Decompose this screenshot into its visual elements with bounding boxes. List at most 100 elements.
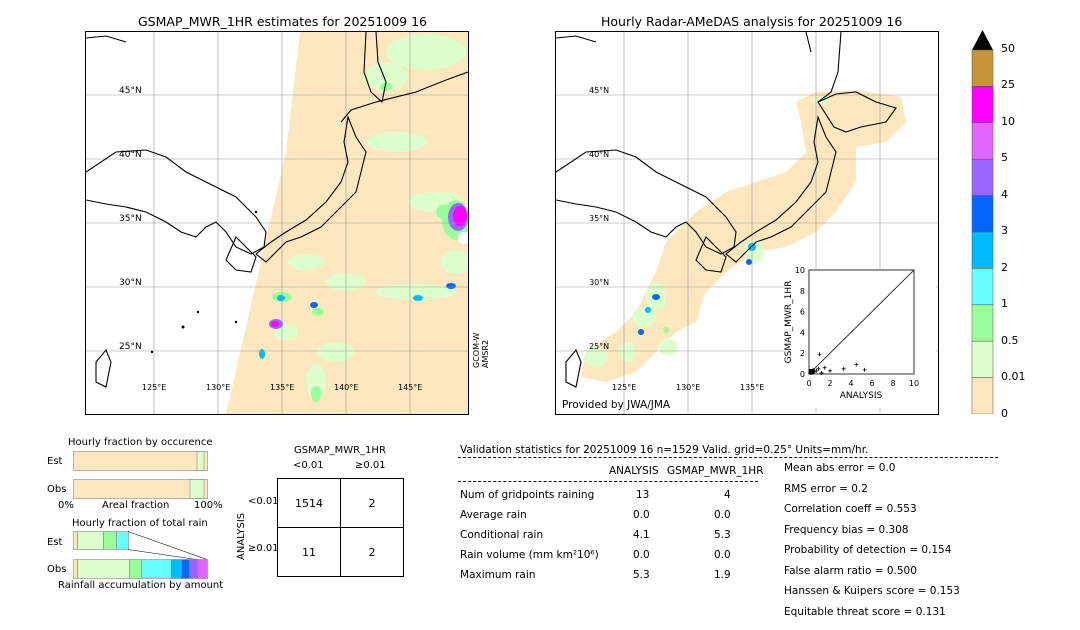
fraction-total-title: Hourly fraction of total rain — [72, 518, 208, 529]
stat-row: Maximum rain 5.3 1.9 — [460, 569, 731, 581]
scatter-point — [841, 366, 846, 371]
sensor-label: GCOM-W AMSR2 — [472, 332, 490, 368]
lon-label: 135°E — [740, 383, 764, 392]
lat-label: 40°N — [589, 150, 609, 159]
scatter-x-tick: 8 — [890, 379, 895, 388]
axis-right: 100% — [194, 500, 223, 511]
scatter-xlabel: ANALYSIS — [840, 391, 883, 401]
colorbar-label: 50 — [1001, 42, 1015, 55]
score-item: Hanssen & Kuipers score = 0.153 — [784, 585, 960, 597]
diagonal-line — [808, 269, 915, 375]
colorbar-cell — [971, 231, 994, 269]
scatter-x-tick: 4 — [848, 379, 853, 388]
lon-label: 135°E — [270, 383, 294, 392]
dashed-divider — [458, 457, 998, 458]
colorbar-extend-arrow — [972, 30, 993, 50]
scatter-point — [817, 352, 822, 357]
cell-22: 2 — [340, 527, 404, 577]
colorbar-cells — [971, 49, 994, 415]
colorbar-label: 25 — [1001, 78, 1015, 91]
colorbar-label: 0.01 — [1001, 370, 1026, 383]
stat-row: Num of gridpoints raining 13 4 — [460, 489, 731, 501]
lat-label: 45°N — [119, 86, 142, 96]
colorbar-cell — [971, 304, 994, 342]
contingency-table: 1514 2 11 2 — [277, 478, 404, 577]
score-item: False alarm ratio = 0.500 — [784, 564, 917, 577]
colorbar-label: 0 — [1001, 407, 1008, 420]
scatter-y-tick: 0 — [800, 370, 805, 379]
score-list: Mean abs error = 0.0 RMS error = 0.2 Cor… — [784, 462, 960, 626]
fraction-total-bars — [73, 531, 208, 579]
colorbar-cell — [971, 268, 994, 306]
scatter-x-tick: 0 — [806, 379, 811, 388]
scatter-point — [822, 365, 827, 370]
contingency-col2: ≥0.01 — [355, 460, 386, 471]
lat-label: 30°N — [589, 278, 609, 287]
lat-label: 25°N — [589, 342, 609, 351]
radar-coverage — [581, 90, 906, 382]
scatter-point-cluster — [809, 369, 814, 374]
left-map-islands — [150, 210, 258, 354]
validation-header: Validation statistics for 20251009 16 n=… — [460, 444, 869, 456]
colorbar-cell — [971, 158, 994, 196]
colorbar — [970, 30, 1000, 415]
dashed-divider — [458, 481, 758, 482]
lon-label: 130°E — [206, 383, 230, 392]
right-map-coastline — [556, 32, 897, 388]
score-item: RMS error = 0.2 — [784, 482, 868, 495]
colorbar-label: 10 — [1001, 115, 1015, 128]
scatter-points — [808, 352, 867, 375]
scatter-point — [814, 368, 819, 373]
scatter-x-tick: 2 — [827, 379, 832, 388]
scatter-point — [816, 366, 821, 371]
colorbar-cell — [971, 86, 994, 124]
lat-label: 35°N — [119, 214, 142, 224]
lat-label: 35°N — [589, 214, 609, 223]
provider-credit: Provided by JWA/JMA — [562, 399, 671, 411]
cell-12: 2 — [340, 478, 404, 528]
radar-rain-cells — [638, 243, 756, 335]
row-label-obs: Obs — [47, 484, 67, 495]
heavy-rain-areas — [259, 200, 468, 359]
contingency-side-label: ANALYSIS — [236, 512, 247, 560]
cell-21: 11 — [277, 527, 341, 577]
left-map-grid — [86, 32, 468, 414]
cell-11: 1514 — [277, 478, 341, 528]
row-label-obs: Obs — [47, 564, 67, 575]
colorbar-label: 1 — [1001, 297, 1008, 310]
colorbar-label: 4 — [1001, 188, 1008, 201]
contingency-col1: <0.01 — [293, 460, 324, 471]
lon-label: 125°E — [612, 383, 636, 392]
contingency-row2: ≥0.01 — [248, 543, 279, 554]
scatter-point — [828, 368, 832, 373]
scatter-ticks: 00 2 2 4 4 6 6 8 8 10 10 — [795, 266, 919, 388]
left-map-title: GSMAP_MWR_1HR estimates for 20251009 16 — [138, 14, 427, 29]
axis-left: 0% — [58, 500, 74, 511]
stat-row: Rain volume (mm km²10⁶) 0.0 0.0 — [460, 549, 731, 561]
contingency-row1: <0.01 — [248, 496, 279, 507]
left-map-coastline — [86, 32, 468, 388]
scatter-point — [862, 367, 867, 372]
colorbar-cell — [971, 122, 994, 160]
colorbar-label: 0.5 — [1001, 334, 1019, 347]
scatter-y-tick: 6 — [800, 308, 805, 317]
fraction-occ-bars — [73, 451, 208, 499]
score-item: Probability of detection = 0.154 — [784, 544, 952, 556]
right-map-canvas: 45°N 40°N 35°N 30°N 25°N 125°E 130°E 135… — [556, 32, 938, 414]
col-analysis: ANALYSIS — [609, 465, 659, 477]
scatter-plot: 00 2 2 4 4 6 6 8 8 10 10 ANALYSIS GSMAP_MWR_1HR — [784, 266, 919, 401]
row-label-est: Est — [47, 456, 63, 467]
colorbar-cell — [971, 49, 994, 87]
scatter-y-tick: 4 — [800, 328, 805, 337]
axis-mid: Areal fraction — [102, 500, 170, 511]
scatter-ylabel: GSMAP_MWR_1HR — [784, 281, 794, 364]
score-item: Correlation coeff = 0.553 — [784, 503, 917, 515]
colorbar-label: 3 — [1001, 224, 1008, 237]
lat-label: 40°N — [119, 150, 142, 160]
scatter-x-tick: 10 — [909, 379, 919, 388]
fraction-occ-title: Hourly fraction by occurence — [68, 437, 213, 448]
scatter-point — [854, 362, 859, 367]
contingency-title: GSMAP_MWR_1HR — [294, 445, 386, 456]
scatter-x-tick: 6 — [869, 379, 874, 388]
lon-label: 125°E — [142, 383, 166, 392]
